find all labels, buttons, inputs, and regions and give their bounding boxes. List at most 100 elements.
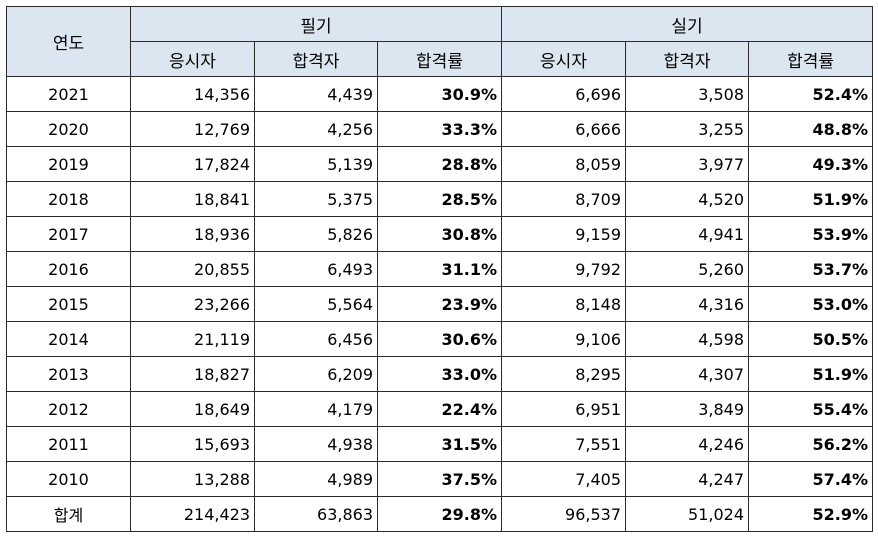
table-row: 2010 13,288 4,989 37.5% 7,405 4,247 57.4… bbox=[6, 461, 874, 497]
practical-applicants-cell: 6,666 bbox=[501, 111, 627, 147]
written-rate-cell: 31.1% bbox=[376, 251, 503, 287]
written-rate-cell: 31.5% bbox=[376, 426, 503, 462]
written-rate-header: 합격률 bbox=[376, 41, 503, 77]
practical-passers-total: 51,024 bbox=[625, 496, 750, 532]
written-passers-cell: 4,179 bbox=[254, 391, 378, 427]
written-group-header: 필기 bbox=[129, 6, 503, 42]
exam-statistics-table: 연도 필기 실기 응시자 합격자 합격률 응시자 합격자 합격률 2021 14… bbox=[6, 6, 874, 532]
practical-applicants-cell: 7,405 bbox=[501, 461, 627, 497]
year-cell: 2017 bbox=[6, 216, 131, 252]
year-cell: 2013 bbox=[6, 356, 131, 392]
year-cell: 2018 bbox=[6, 181, 131, 217]
practical-rate-cell: 53.9% bbox=[748, 216, 874, 252]
table-body: 2021 14,356 4,439 30.9% 6,696 3,508 52.4… bbox=[6, 76, 874, 532]
practical-passers-cell: 5,260 bbox=[625, 251, 750, 287]
written-passers-cell: 4,439 bbox=[254, 76, 378, 112]
written-applicants-cell: 21,119 bbox=[130, 321, 255, 357]
year-cell: 2019 bbox=[6, 146, 131, 182]
practical-applicants-cell: 9,159 bbox=[501, 216, 627, 252]
table-row: 2021 14,356 4,439 30.9% 6,696 3,508 52.4… bbox=[6, 76, 874, 112]
table-row: 2011 15,693 4,938 31.5% 7,551 4,246 56.2… bbox=[6, 426, 874, 462]
written-rate-cell: 22.4% bbox=[376, 391, 503, 427]
practical-rate-cell: 48.8% bbox=[748, 111, 874, 147]
practical-passers-cell: 4,246 bbox=[625, 426, 750, 462]
written-applicants-total: 214,423 bbox=[130, 496, 255, 532]
practical-passers-header: 합격자 bbox=[625, 41, 750, 77]
practical-group-header: 실기 bbox=[501, 6, 874, 42]
practical-applicants-cell: 8,295 bbox=[501, 356, 627, 392]
practical-rate-cell: 56.2% bbox=[748, 426, 874, 462]
written-applicants-cell: 15,693 bbox=[130, 426, 255, 462]
practical-passers-cell: 4,941 bbox=[625, 216, 750, 252]
year-cell: 2021 bbox=[6, 76, 131, 112]
written-rate-cell: 30.6% bbox=[376, 321, 503, 357]
written-passers-cell: 5,564 bbox=[254, 286, 378, 322]
table-row: 2017 18,936 5,826 30.8% 9,159 4,941 53.9… bbox=[6, 216, 874, 252]
written-passers-cell: 6,209 bbox=[254, 356, 378, 392]
practical-applicants-cell: 8,709 bbox=[501, 181, 627, 217]
practical-passers-cell: 4,316 bbox=[625, 286, 750, 322]
year-cell: 2015 bbox=[6, 286, 131, 322]
practical-passers-cell: 4,598 bbox=[625, 321, 750, 357]
practical-rate-cell: 50.5% bbox=[748, 321, 874, 357]
written-passers-cell: 5,139 bbox=[254, 146, 378, 182]
written-applicants-header: 응시자 bbox=[130, 41, 255, 77]
written-applicants-cell: 18,841 bbox=[130, 181, 255, 217]
written-applicants-cell: 14,356 bbox=[130, 76, 255, 112]
practical-rate-cell: 55.4% bbox=[748, 391, 874, 427]
written-rate-total: 29.8% bbox=[376, 496, 503, 532]
practical-rate-header: 합격률 bbox=[748, 41, 874, 77]
written-passers-total: 63,863 bbox=[254, 496, 378, 532]
written-applicants-cell: 18,649 bbox=[130, 391, 255, 427]
table-row: 2019 17,824 5,139 28.8% 8,059 3,977 49.3… bbox=[6, 146, 874, 182]
written-rate-cell: 33.0% bbox=[376, 356, 503, 392]
practical-rate-cell: 53.0% bbox=[748, 286, 874, 322]
written-passers-cell: 4,938 bbox=[254, 426, 378, 462]
year-cell: 2011 bbox=[6, 426, 131, 462]
practical-passers-cell: 3,508 bbox=[625, 76, 750, 112]
practical-rate-cell: 49.3% bbox=[748, 146, 874, 182]
table-row: 2018 18,841 5,375 28.5% 8,709 4,520 51.9… bbox=[6, 181, 874, 217]
year-column-header: 연도 bbox=[6, 6, 131, 77]
year-cell: 2014 bbox=[6, 321, 131, 357]
practical-applicants-cell: 9,106 bbox=[501, 321, 627, 357]
written-rate-cell: 28.5% bbox=[376, 181, 503, 217]
practical-passers-cell: 3,849 bbox=[625, 391, 750, 427]
written-applicants-cell: 18,936 bbox=[130, 216, 255, 252]
written-passers-header: 합격자 bbox=[254, 41, 378, 77]
practical-passers-cell: 3,977 bbox=[625, 146, 750, 182]
written-rate-cell: 23.9% bbox=[376, 286, 503, 322]
written-rate-cell: 28.8% bbox=[376, 146, 503, 182]
header-row-sub: 응시자 합격자 합격률 응시자 합격자 합격률 bbox=[7, 41, 874, 77]
practical-rate-total: 52.9% bbox=[748, 496, 874, 532]
written-rate-cell: 30.9% bbox=[376, 76, 503, 112]
written-applicants-cell: 18,827 bbox=[130, 356, 255, 392]
practical-applicants-cell: 8,059 bbox=[501, 146, 627, 182]
practical-applicants-cell: 6,696 bbox=[501, 76, 627, 112]
total-row: 합계 214,423 63,863 29.8% 96,537 51,024 52… bbox=[6, 496, 874, 532]
written-passers-cell: 6,456 bbox=[254, 321, 378, 357]
written-passers-cell: 4,256 bbox=[254, 111, 378, 147]
table-header: 연도 필기 실기 응시자 합격자 합격률 응시자 합격자 합격률 bbox=[6, 6, 874, 77]
written-rate-cell: 30.8% bbox=[376, 216, 503, 252]
year-cell: 2016 bbox=[6, 251, 131, 287]
written-passers-cell: 6,493 bbox=[254, 251, 378, 287]
practical-rate-cell: 51.9% bbox=[748, 356, 874, 392]
table-row: 2015 23,266 5,564 23.9% 8,148 4,316 53.0… bbox=[6, 286, 874, 322]
table-row: 2013 18,827 6,209 33.0% 8,295 4,307 51.9… bbox=[6, 356, 874, 392]
practical-rate-cell: 52.4% bbox=[748, 76, 874, 112]
practical-applicants-header: 응시자 bbox=[501, 41, 627, 77]
practical-applicants-total: 96,537 bbox=[501, 496, 627, 532]
practical-rate-cell: 57.4% bbox=[748, 461, 874, 497]
written-applicants-cell: 13,288 bbox=[130, 461, 255, 497]
written-applicants-cell: 17,824 bbox=[130, 146, 255, 182]
table-row: 2020 12,769 4,256 33.3% 6,666 3,255 48.8… bbox=[6, 111, 874, 147]
written-applicants-cell: 20,855 bbox=[130, 251, 255, 287]
written-passers-cell: 5,826 bbox=[254, 216, 378, 252]
written-passers-cell: 5,375 bbox=[254, 181, 378, 217]
written-applicants-cell: 12,769 bbox=[130, 111, 255, 147]
year-cell: 2010 bbox=[6, 461, 131, 497]
table-row: 2014 21,119 6,456 30.6% 9,106 4,598 50.5… bbox=[6, 321, 874, 357]
written-rate-cell: 37.5% bbox=[376, 461, 503, 497]
practical-applicants-cell: 7,551 bbox=[501, 426, 627, 462]
